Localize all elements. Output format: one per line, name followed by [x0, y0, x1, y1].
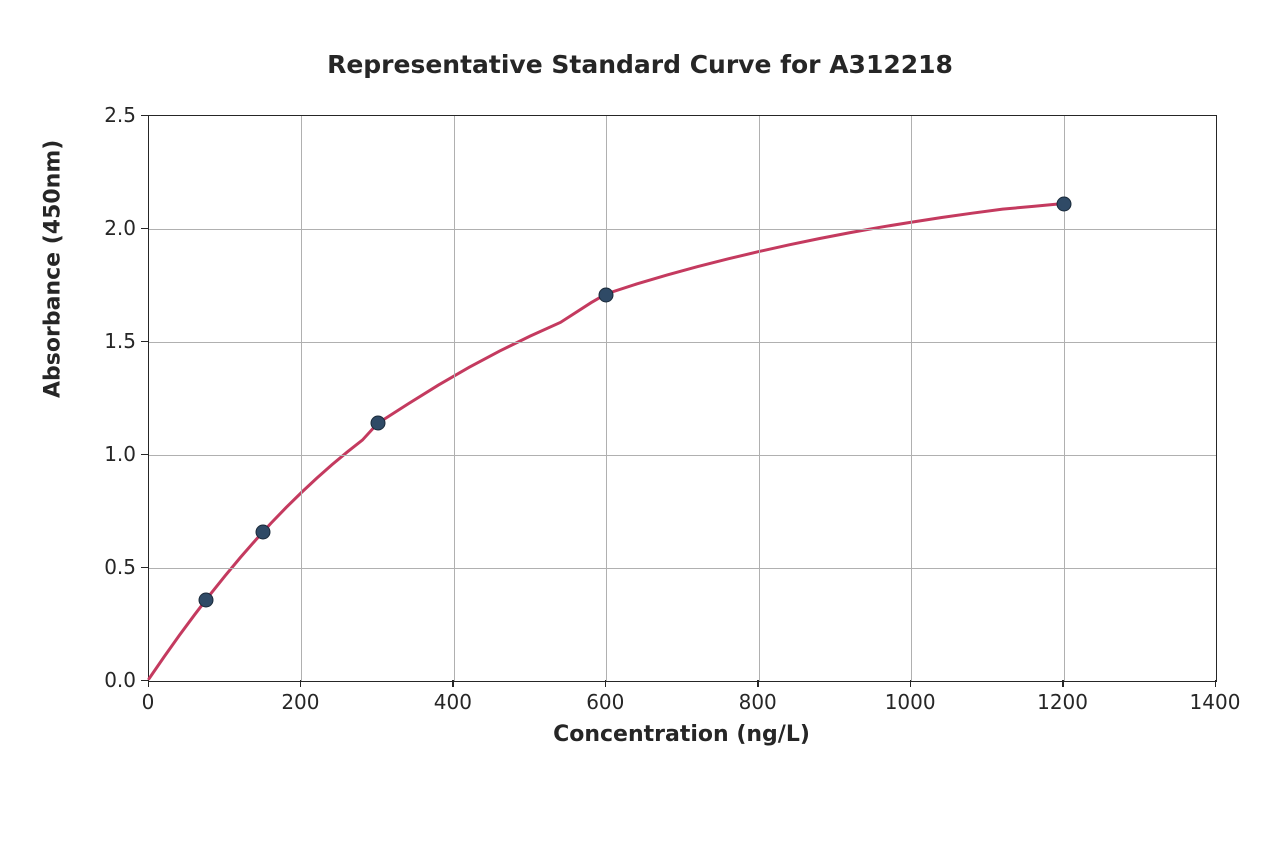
x-tick-mark: [910, 680, 912, 687]
grid-line-vertical: [606, 116, 607, 681]
chart-title: Representative Standard Curve for A31221…: [0, 50, 1280, 79]
data-point: [199, 592, 214, 607]
x-tick-mark: [1215, 680, 1217, 687]
y-tick-mark: [141, 341, 148, 343]
y-tick-mark: [141, 228, 148, 230]
data-point: [370, 416, 385, 431]
x-tick-label: 800: [739, 690, 777, 714]
plot-area: [148, 115, 1217, 682]
y-tick-label: 0.5: [98, 555, 136, 579]
grid-line-horizontal: [149, 568, 1216, 569]
grid-line-vertical: [454, 116, 455, 681]
x-tick-mark: [605, 680, 607, 687]
y-tick-mark: [141, 115, 148, 117]
data-point: [256, 524, 271, 539]
x-tick-mark: [757, 680, 759, 687]
x-tick-mark: [300, 680, 302, 687]
chart-container: Representative Standard Curve for A31221…: [0, 0, 1280, 845]
data-point: [1056, 197, 1071, 212]
x-tick-label: 0: [142, 690, 155, 714]
x-tick-mark: [452, 680, 454, 687]
grid-line-horizontal: [149, 229, 1216, 230]
y-tick-mark: [141, 454, 148, 456]
x-tick-mark: [1062, 680, 1064, 687]
x-tick-label: 600: [586, 690, 624, 714]
y-tick-label: 2.0: [98, 216, 136, 240]
x-axis-label: Concentration (ng/L): [148, 722, 1215, 747]
grid-line-horizontal: [149, 342, 1216, 343]
y-tick-label: 2.5: [98, 103, 136, 127]
y-tick-mark: [141, 680, 148, 682]
grid-line-vertical: [301, 116, 302, 681]
x-tick-mark: [148, 680, 150, 687]
grid-line-vertical: [911, 116, 912, 681]
x-tick-label: 1400: [1190, 690, 1241, 714]
data-point: [599, 287, 614, 302]
grid-line-horizontal: [149, 455, 1216, 456]
y-tick-mark: [141, 567, 148, 569]
y-tick-label: 1.0: [98, 442, 136, 466]
x-tick-label: 400: [434, 690, 472, 714]
x-tick-label: 200: [281, 690, 319, 714]
x-tick-label: 1200: [1037, 690, 1088, 714]
grid-line-vertical: [759, 116, 760, 681]
y-tick-label: 1.5: [98, 329, 136, 353]
x-tick-label: 1000: [885, 690, 936, 714]
y-tick-label: 0.0: [98, 668, 136, 692]
